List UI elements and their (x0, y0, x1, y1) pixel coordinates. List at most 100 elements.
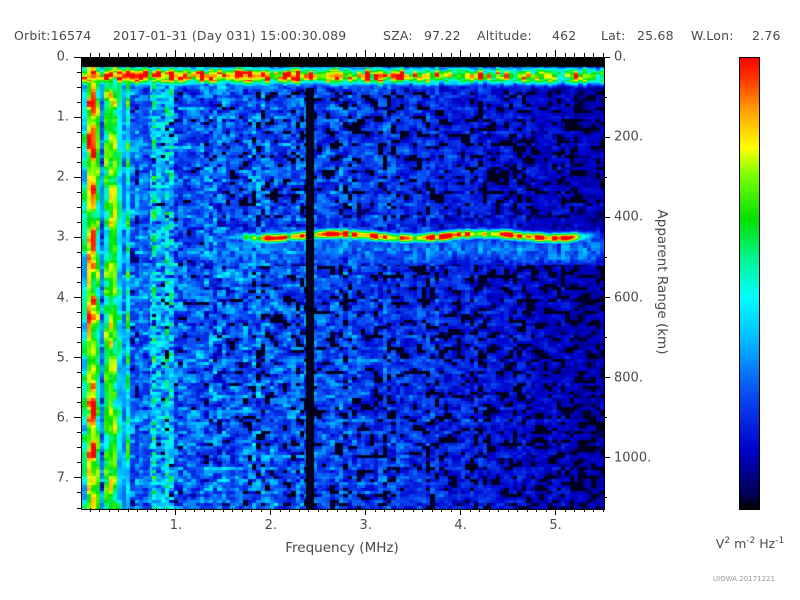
x-tick-minor (222, 508, 224, 512)
y-tick-minor (77, 71, 81, 73)
y-tick-minor (77, 387, 81, 389)
y-tick-label: 2. (56, 169, 69, 185)
header-lat-value: 25.68 (637, 28, 674, 43)
x-tick-minor (507, 508, 509, 512)
x-tick-top (555, 50, 557, 57)
x-tick-minor (137, 508, 139, 512)
x-tick-minor (203, 508, 205, 512)
x-tick-top (184, 53, 186, 57)
y-tick-label: 1. (56, 109, 69, 125)
x-tick-label: 5. (549, 518, 562, 533)
y2-tick-minor (603, 256, 607, 258)
x-tick-top (222, 53, 224, 57)
x-tick-minor (289, 508, 291, 512)
y-tick-minor (77, 492, 81, 494)
x-tick-top (488, 53, 490, 57)
x-tick-top (336, 53, 338, 57)
x-tick-minor (441, 508, 443, 512)
y-tick-minor (77, 161, 81, 163)
y-tick-minor (77, 282, 81, 283)
x-tick-major (365, 508, 367, 515)
x-tick-minor (593, 508, 594, 512)
x-tick-top (593, 53, 594, 57)
unit-hertz-exp: -1 (775, 536, 785, 546)
header-wlon-label: W.Lon: (691, 28, 734, 43)
x-tick-minor (108, 508, 110, 512)
y2-tick-major (603, 377, 610, 379)
y2-tick-label: 400. (614, 209, 643, 225)
x-tick-top (346, 53, 348, 57)
y-tick-label: 4. (56, 290, 69, 306)
x-tick-top (403, 53, 405, 57)
colorbar-gradient (739, 57, 760, 510)
x-tick-minor (422, 508, 424, 512)
x-tick-minor (479, 508, 481, 512)
x-tick-minor (99, 508, 101, 512)
x-tick-minor (393, 508, 395, 512)
x-tick-top (327, 53, 329, 57)
x-tick-top (298, 53, 300, 57)
x-tick-minor (583, 508, 585, 512)
x-tick-top (536, 53, 538, 57)
x-tick-minor (517, 508, 519, 512)
y2-tick-label: 600. (614, 290, 643, 306)
x-tick-minor (184, 508, 186, 512)
x-tick-top (431, 53, 433, 57)
y-tick-minor (77, 327, 81, 329)
x-tick-top (279, 53, 281, 57)
y-tick-label: 5. (56, 350, 69, 366)
x-tick-top (99, 53, 101, 57)
y-tick-minor (77, 206, 81, 208)
x-tick-major (555, 508, 557, 515)
header-altitude-label: Altitude: (477, 28, 532, 43)
x-tick-top (450, 53, 452, 57)
y-tick-minor (77, 131, 81, 133)
unit-meter: m (734, 536, 747, 552)
x-tick-top (479, 53, 481, 57)
x-tick-top (127, 53, 129, 57)
x-tick-minor (260, 508, 262, 512)
y-tick-minor (77, 266, 81, 268)
x-tick-minor (526, 508, 528, 512)
y-tick-minor (77, 221, 81, 223)
x-tick-top (384, 53, 386, 57)
x-tick-top (355, 53, 357, 57)
x-tick-minor (412, 508, 414, 512)
header-lat-label: Lat: (601, 28, 626, 43)
x-tick-top (469, 53, 471, 57)
x-tick-minor (403, 508, 405, 512)
y-tick-minor (77, 312, 81, 314)
y-tick-minor (77, 251, 81, 253)
y-tick-minor (77, 191, 81, 193)
x-tick-minor (146, 508, 148, 512)
y-tick-minor (77, 101, 81, 103)
x-tick-minor (127, 508, 129, 512)
x-tick-top (213, 53, 215, 57)
x-tick-top (574, 53, 576, 57)
footer-credit: UIOWA 20171221 (713, 575, 775, 583)
x-tick-top (460, 50, 462, 57)
y-tick-minor (77, 146, 81, 148)
x-tick-top (270, 50, 272, 57)
x-tick-top (526, 53, 528, 57)
x-tick-label: 1. (169, 518, 183, 533)
y2-tick-major (603, 216, 610, 218)
x-tick-top (374, 53, 376, 57)
y-tick-major (74, 176, 81, 178)
x-tick-major (460, 508, 462, 515)
header-datetime: 2017-01-31 (Day 031) 15:00:30.089 (113, 28, 347, 43)
x-tick-minor (251, 508, 253, 512)
x-tick-minor (336, 508, 338, 512)
x-tick-minor (279, 508, 281, 512)
x-tick-minor (374, 508, 376, 512)
y2-tick-minor (603, 337, 607, 339)
y2-tick-minor (603, 176, 607, 178)
x-tick-label: 3. (359, 518, 372, 533)
unit-volt-exp: 2 (724, 536, 731, 546)
header-altitude-value: 462 (552, 28, 577, 43)
x-tick-minor (564, 508, 566, 512)
y-tick-label: 3. (56, 229, 69, 245)
x-tick-top (108, 53, 110, 57)
y-tick-major (74, 56, 81, 58)
x-tick-minor (156, 508, 158, 512)
